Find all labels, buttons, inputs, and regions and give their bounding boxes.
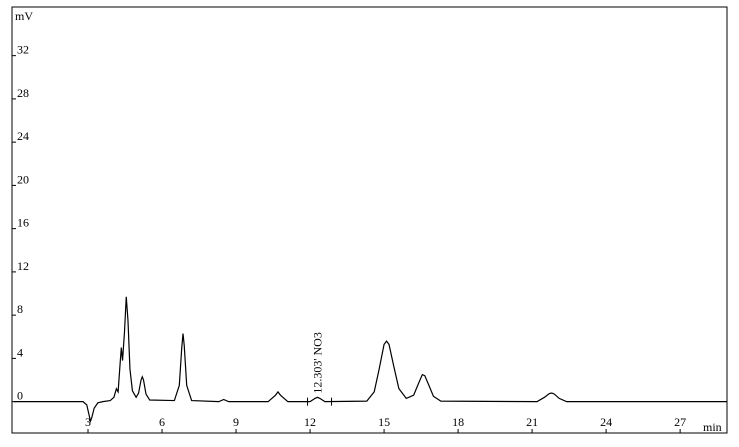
y-axis-label: mV xyxy=(15,9,33,23)
y-tick-label: 8 xyxy=(17,302,23,316)
y-tick-label: 12 xyxy=(17,259,29,273)
y-tick-label: 28 xyxy=(17,86,29,100)
y-tick-label: 16 xyxy=(17,216,29,230)
x-tick-label: 24 xyxy=(600,415,612,429)
plot-frame xyxy=(11,6,728,434)
y-tick-label: 20 xyxy=(17,172,29,186)
x-tick-label: 9 xyxy=(233,415,239,429)
x-tick-label: 18 xyxy=(452,415,464,429)
x-tick-label: 21 xyxy=(526,415,538,429)
peak-annotation: 12.303' NO3 xyxy=(311,332,325,394)
x-tick-label: 15 xyxy=(378,415,390,429)
y-tick-label: 4 xyxy=(17,345,23,359)
x-tick-label: 6 xyxy=(159,415,165,429)
x-axis-label: min xyxy=(703,420,722,434)
x-tick-label: 3 xyxy=(85,415,91,429)
y-tick-label: 32 xyxy=(17,43,29,57)
trace-line xyxy=(14,296,727,424)
y-tick-label: 0 xyxy=(17,389,23,403)
y-tick-label: 24 xyxy=(17,129,29,143)
x-tick-label: 12 xyxy=(304,415,316,429)
x-tick-label: 27 xyxy=(674,415,686,429)
